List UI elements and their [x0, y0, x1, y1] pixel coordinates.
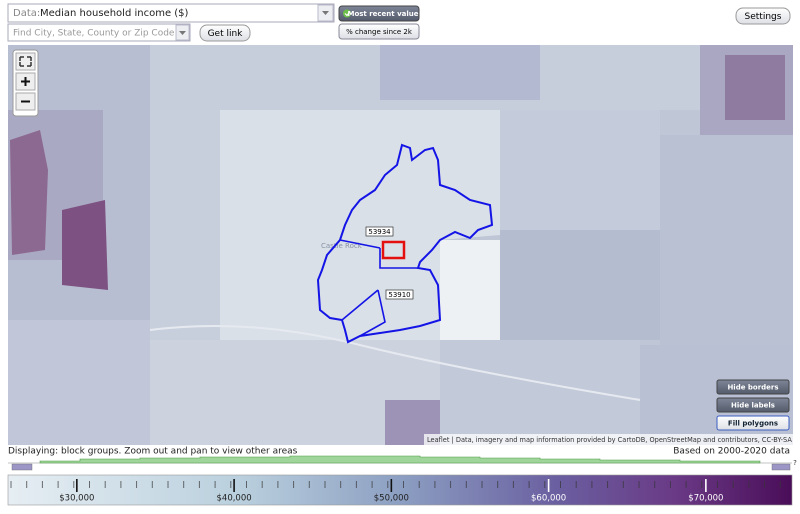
- region: [725, 55, 785, 120]
- region: [500, 110, 660, 230]
- get-link-button[interactable]: [199, 24, 251, 42]
- fill-polygons-button[interactable]: [716, 415, 790, 431]
- arrow-icon: [179, 31, 186, 35]
- help-icon[interactable]: ?: [793, 459, 797, 467]
- map: Castle Rock 53934 53910 Hide borders Hid…: [8, 45, 793, 445]
- zip-label-box: [365, 226, 394, 237]
- change-button[interactable]: [338, 23, 420, 40]
- selected-area[interactable]: [381, 240, 406, 260]
- zip-boundary[interactable]: [316, 143, 494, 344]
- region: [150, 110, 230, 340]
- search-placeholder: Find City, State, County or Zip Code: [13, 29, 175, 39]
- zip-label-box: [385, 289, 414, 300]
- region: [62, 200, 108, 290]
- most-recent-button[interactable]: [338, 5, 420, 22]
- region: [8, 320, 150, 445]
- attribution-box: [424, 434, 793, 445]
- hide-labels-button[interactable]: [716, 397, 790, 413]
- region: [380, 45, 540, 100]
- button-label: Fill polygons: [728, 420, 778, 428]
- data-select[interactable]: [7, 3, 335, 23]
- status-text: Displaying: block groups. Zoom out and p…: [8, 447, 298, 457]
- zip-label: 53934: [368, 228, 391, 236]
- most-recent-label: Most recent value: [347, 10, 418, 18]
- minor-ticks: [10, 481, 790, 489]
- region: [500, 230, 660, 340]
- data-select-value: Median household income ($): [40, 8, 189, 19]
- place-label: Castle Rock: [321, 242, 363, 250]
- scale-tick-label: $40,000: [217, 494, 252, 504]
- attribution[interactable]: Leaflet | Data, imagery and map informat…: [427, 436, 792, 444]
- check-icon: [343, 9, 351, 18]
- histogram-box: [771, 463, 791, 471]
- legend: $30,000 $40,000 $50,000 $60,000 $70,000: [7, 474, 793, 506]
- button-label: Hide borders: [727, 384, 778, 392]
- histogram-box: [11, 463, 33, 471]
- zip-label: 53910: [388, 291, 410, 299]
- change-label: % change since 2k: [346, 28, 413, 36]
- hide-borders-button[interactable]: [716, 379, 790, 395]
- scale-tick-label: $30,000: [59, 494, 94, 504]
- plus-icon: [21, 77, 30, 86]
- color-scale: [7, 474, 793, 506]
- region: [660, 135, 793, 345]
- scale-tick-label: $70,000: [688, 494, 723, 504]
- scale-tick-label: $50,000: [374, 494, 409, 504]
- data-range-text: Based on 2000-2020 data: [673, 447, 790, 457]
- region: [10, 130, 48, 255]
- region: [220, 110, 500, 340]
- histogram-area: [39, 455, 761, 464]
- toolbar: Data: Median household income ($) Find C…: [7, 3, 791, 42]
- road: [149, 324, 641, 401]
- settings-label: Settings: [745, 12, 782, 22]
- fullscreen-icon: [19, 56, 32, 67]
- button-label: Hide labels: [731, 402, 775, 410]
- zip-boundary[interactable]: [339, 239, 418, 337]
- search-box[interactable]: [7, 23, 191, 42]
- region: [440, 340, 640, 445]
- check-mark: [344, 11, 351, 17]
- data-label: Data:: [13, 8, 40, 19]
- arrow-icon: [322, 11, 329, 15]
- scale-tick-label: $60,000: [531, 494, 566, 504]
- region: [440, 240, 500, 340]
- fullscreen-button[interactable]: [15, 52, 36, 71]
- histogram: ?: [8, 455, 797, 471]
- settings-button[interactable]: [735, 7, 791, 25]
- get-link-label: Get link: [208, 29, 244, 39]
